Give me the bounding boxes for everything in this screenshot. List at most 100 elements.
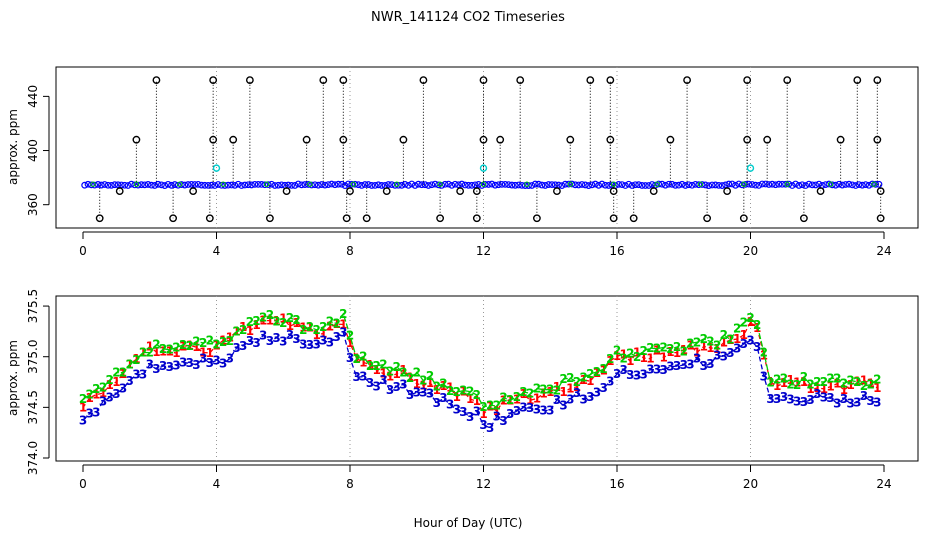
series-point-label: 3	[860, 389, 868, 403]
x-axis-label: Hour of Day (UTC)	[414, 516, 523, 530]
baseline-point	[654, 181, 660, 187]
flagged-point	[212, 164, 221, 172]
baseline-point	[712, 181, 719, 189]
baseline-point	[104, 181, 112, 189]
x-tick-label: 12	[476, 244, 491, 258]
series-point-label: 1	[359, 355, 367, 369]
spike-point	[876, 214, 885, 223]
series-point-label: 1	[119, 367, 127, 381]
series-point-label: 2	[773, 373, 781, 387]
series-point-label: 1	[566, 382, 574, 396]
series-point-label: 1	[806, 382, 814, 396]
spike-point	[479, 76, 488, 85]
baseline-point	[732, 181, 739, 189]
series-point-label: 2	[499, 390, 507, 404]
series-point-label: 2	[419, 374, 427, 388]
baseline-point	[394, 181, 400, 187]
series-point-label: 3	[259, 328, 267, 342]
baseline-point	[288, 181, 295, 189]
baseline-point	[784, 181, 790, 187]
series-point-label: 1	[793, 375, 801, 389]
baseline-point	[107, 181, 115, 189]
baseline-point	[114, 181, 122, 189]
baseline-point	[338, 180, 346, 188]
series-point-label: 2	[199, 336, 207, 350]
baseline-point	[261, 181, 269, 189]
series-point-label: 3	[459, 405, 467, 419]
baseline-point	[271, 182, 279, 189]
series-point-label: 1	[780, 376, 788, 390]
series-point-label: 1	[646, 352, 654, 366]
baseline-point	[421, 181, 429, 189]
baseline-point	[835, 180, 843, 188]
series-point-label: 3	[553, 393, 561, 407]
baseline-point	[511, 181, 519, 189]
baseline-point	[567, 181, 573, 187]
series-point-label: 2	[720, 328, 728, 342]
baseline-point	[97, 181, 105, 189]
baseline-point	[368, 182, 376, 189]
baseline-point	[585, 182, 593, 189]
baseline-point	[415, 180, 422, 188]
series-point-label: 3	[740, 337, 748, 351]
series-point-label: 1	[873, 381, 881, 395]
spike-point	[419, 76, 428, 85]
baseline-point	[872, 180, 880, 188]
spike-point	[362, 214, 371, 223]
baseline-point	[738, 181, 746, 189]
baseline-point	[495, 181, 502, 189]
series-point-label: 3	[466, 410, 474, 424]
series-point-label: 1	[479, 407, 487, 421]
baseline-point	[201, 181, 209, 189]
spike-point	[152, 76, 161, 85]
series-point-label: 2	[673, 340, 681, 354]
series-point-label: 2	[826, 371, 834, 385]
series-point-label: 2	[726, 333, 734, 347]
series-point-label: 2	[219, 335, 227, 349]
series-point-label: 1	[853, 374, 861, 388]
series-point-label: 3	[299, 337, 307, 351]
series-point-label: 1	[146, 340, 154, 354]
series-point-label: 2	[373, 359, 381, 373]
baseline-point	[758, 180, 766, 188]
series-point-label: 3	[539, 404, 547, 418]
baseline-point	[350, 181, 357, 187]
baseline-point	[545, 181, 552, 188]
series-point-label: 1	[99, 386, 107, 400]
series-point-label: 2	[112, 366, 120, 380]
series-point-label: 3	[359, 370, 367, 384]
series-point-label: 2	[332, 316, 340, 330]
spike-point	[339, 76, 348, 85]
baseline-point	[675, 181, 683, 189]
baseline-point	[488, 180, 496, 188]
series-point-label: 1	[499, 393, 507, 407]
series-point-label: 2	[746, 311, 754, 325]
series-point-label: 3	[239, 339, 247, 353]
baseline-point	[90, 181, 96, 187]
x-tick-label: 16	[609, 477, 624, 491]
series-point-label: 3	[633, 369, 641, 383]
baseline-point	[294, 180, 302, 188]
spike-point	[836, 135, 845, 144]
series-point-label: 3	[599, 381, 607, 395]
spike-point	[853, 76, 862, 85]
spike-point	[169, 214, 178, 223]
baseline-point	[827, 181, 834, 187]
series-point-label: 1	[139, 346, 147, 360]
x-tick-label: 16	[609, 244, 624, 258]
series-point-label: 1	[226, 331, 234, 345]
series-point-label: 3	[212, 354, 220, 368]
series-point-label: 3	[493, 410, 501, 424]
baseline-point	[458, 180, 466, 188]
series-point-label: 1	[179, 339, 187, 353]
baseline-point	[234, 180, 242, 188]
series-point-label: 3	[760, 370, 768, 384]
series-point-label: 2	[466, 385, 474, 399]
baseline-point	[87, 181, 95, 189]
baseline-point	[184, 181, 192, 188]
series-point-label: 3	[352, 370, 360, 384]
spike-point	[132, 135, 141, 144]
series-point-label: 3	[726, 346, 734, 360]
series-point-label: 2	[766, 376, 774, 390]
series-point-label: 3	[713, 349, 721, 363]
